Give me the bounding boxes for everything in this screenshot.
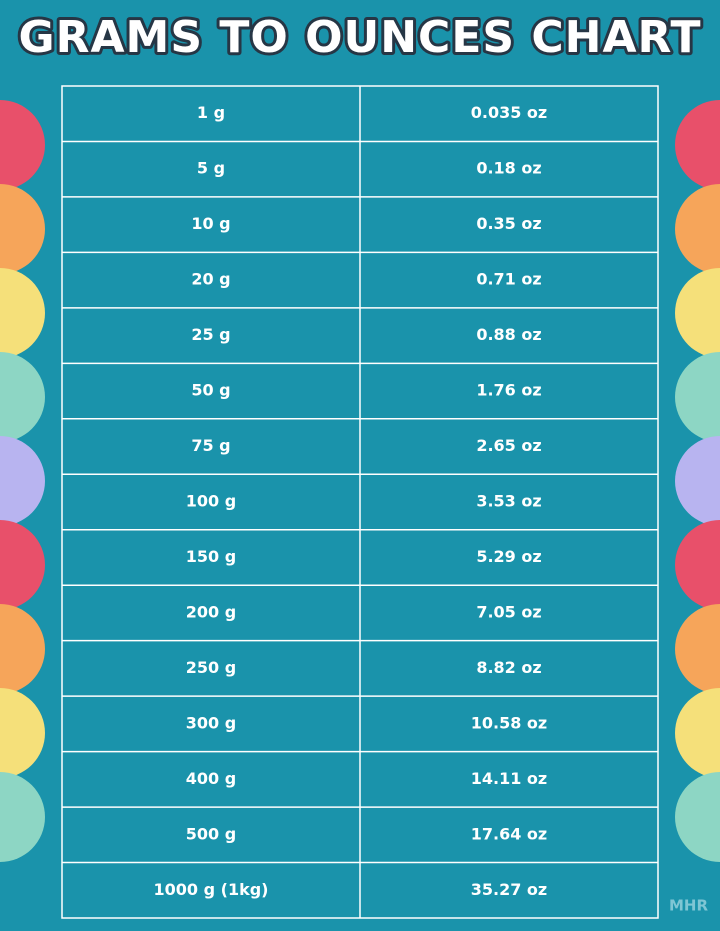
side-dot: [675, 352, 720, 442]
grams-cell: 400 g: [186, 769, 236, 788]
side-dot: [675, 184, 720, 274]
ounces-cell: 8.82 oz: [476, 658, 541, 677]
side-dot: [0, 268, 45, 358]
side-dot: [675, 100, 720, 190]
grams-cell: 250 g: [186, 658, 236, 677]
side-dot: [0, 352, 45, 442]
side-dot: [675, 436, 720, 526]
ounces-cell: 3.53 oz: [476, 492, 541, 511]
grams-cell: 300 g: [186, 713, 236, 732]
side-dot: [675, 268, 720, 358]
ounces-cell: 5.29 oz: [476, 547, 541, 566]
grams-cell: 1 g: [197, 103, 225, 122]
side-dot: [675, 688, 720, 778]
ounces-cell: 0.71 oz: [476, 270, 541, 289]
side-dot: [0, 100, 45, 190]
grams-cell: 10 g: [191, 214, 230, 233]
grams-cell: 150 g: [186, 547, 236, 566]
ounces-cell: 1.76 oz: [476, 381, 541, 400]
ounces-cell: 0.035 oz: [471, 103, 547, 122]
side-dot: [0, 520, 45, 610]
ounces-cell: 17.64 oz: [471, 824, 547, 843]
grams-cell: 20 g: [191, 270, 230, 289]
ounces-cell: 0.35 oz: [476, 214, 541, 233]
grams-cell: 25 g: [191, 325, 230, 344]
ounces-cell: 35.27 oz: [471, 880, 547, 899]
ounces-cell: 0.18 oz: [476, 159, 541, 178]
ounces-cell: 7.05 oz: [476, 602, 541, 621]
grams-cell: 1000 g (1kg): [154, 880, 269, 899]
grams-cell: 75 g: [191, 436, 230, 455]
watermark: MHR: [669, 897, 708, 915]
side-dot: [0, 772, 45, 862]
side-dot: [675, 772, 720, 862]
grams-cell: 500 g: [186, 824, 236, 843]
side-dot: [0, 184, 45, 274]
side-dot: [675, 604, 720, 694]
side-dot: [0, 688, 45, 778]
decorative-dots: [0, 100, 720, 862]
side-dot: [0, 436, 45, 526]
side-dot: [0, 604, 45, 694]
ounces-cell: 2.65 oz: [476, 436, 541, 455]
side-dot: [675, 520, 720, 610]
ounces-cell: 10.58 oz: [471, 713, 547, 732]
grams-cell: 50 g: [191, 381, 230, 400]
grams-cell: 200 g: [186, 602, 236, 621]
conversion-table: 1 g 0.035 oz 5 g 0.18 oz 10 g 0.35 oz 20 g 0.71…: [61, 85, 659, 919]
title: GRAMS TO OUNCES CHART: [19, 12, 702, 63]
ounces-cell: 0.88 oz: [476, 325, 541, 344]
grams-cell: 5 g: [197, 159, 225, 178]
grams-cell: 100 g: [186, 492, 236, 511]
ounces-cell: 14.11 oz: [471, 769, 547, 788]
